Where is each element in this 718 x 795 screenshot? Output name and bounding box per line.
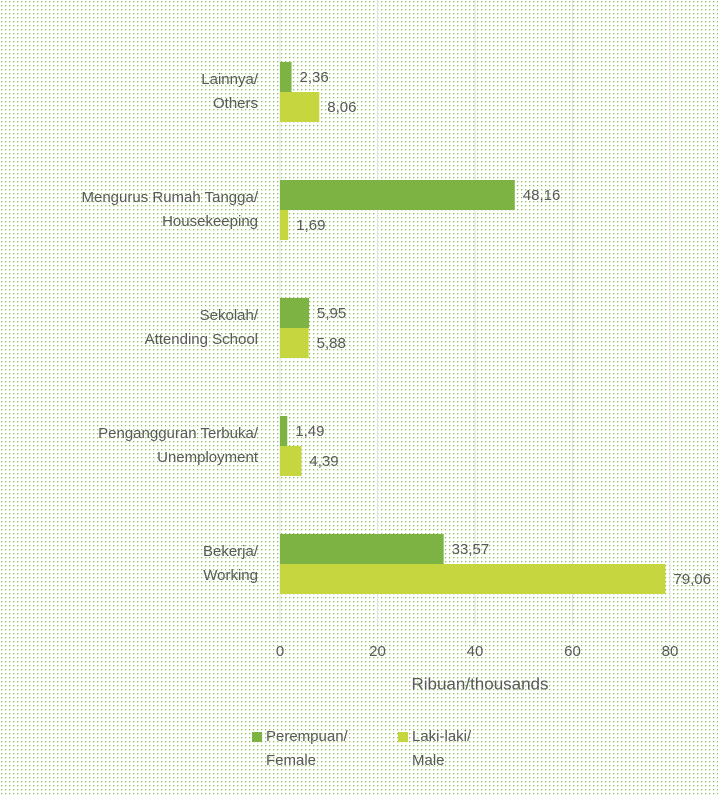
bar	[280, 210, 289, 240]
value-label: 4,39	[309, 453, 338, 470]
x-tick-label: 0	[276, 643, 284, 660]
category-label: Bekerja/Working	[203, 543, 259, 584]
category-label: Lainnya/Others	[201, 71, 259, 112]
value-label: 33,57	[452, 541, 490, 558]
bar	[280, 180, 515, 210]
bar	[280, 62, 292, 92]
x-tick-label: 20	[369, 643, 386, 660]
bar	[280, 416, 288, 446]
value-label: 2,36	[300, 69, 329, 86]
category-label: Pengangguran Terbuka/Unemployment	[98, 425, 259, 466]
bar	[280, 564, 666, 594]
value-label: 8,06	[327, 99, 356, 116]
category-label: Sekolah/Attending School	[145, 307, 259, 348]
value-label: 48,16	[523, 187, 561, 204]
x-tick-label: 40	[467, 643, 484, 660]
legend-label: Perempuan/Female	[266, 728, 349, 769]
category-label: Mengurus Rumah Tangga/Housekeeping	[82, 189, 259, 230]
bar	[280, 298, 310, 328]
bar	[280, 534, 444, 564]
value-label: 1,69	[296, 217, 325, 234]
x-tick-label: 80	[662, 643, 679, 660]
legend-swatch	[252, 732, 262, 742]
value-label: 1,49	[295, 423, 324, 440]
x-tick-label: 60	[564, 643, 581, 660]
bar	[280, 446, 302, 476]
x-axis-title: Ribuan/thousands	[411, 674, 548, 693]
legend-swatch	[398, 732, 408, 742]
bar	[280, 92, 320, 122]
bar	[280, 328, 309, 358]
value-label: 5,88	[317, 335, 346, 352]
value-label: 79,06	[673, 571, 711, 588]
legend-label: Laki-laki/Male	[412, 728, 472, 769]
value-label: 5,95	[317, 305, 346, 322]
